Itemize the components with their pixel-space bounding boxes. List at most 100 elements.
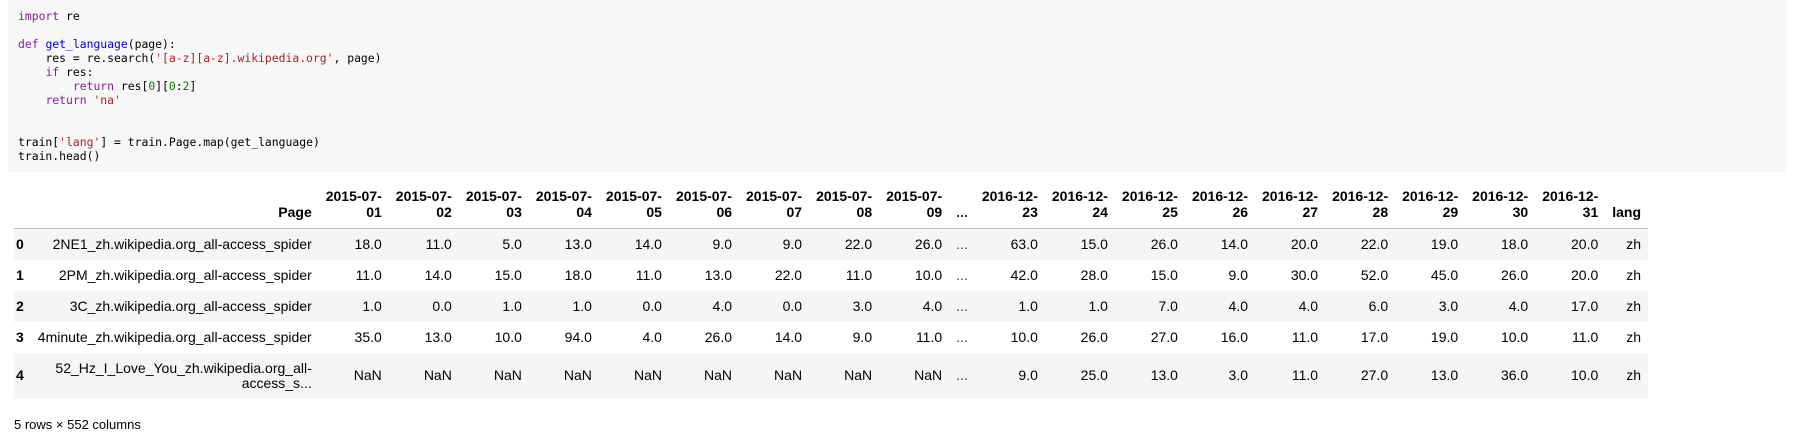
column-header-part: 2016-12- — [1262, 188, 1319, 204]
column-header-part: 06 — [716, 204, 733, 220]
column-header-date: 2015-07- 07 — [739, 188, 809, 229]
cell-lang: zh — [1626, 297, 1642, 314]
cell-value: 9.0 — [782, 235, 803, 252]
cell-value: 27.0 — [1360, 367, 1389, 383]
cell-value: 4.0 — [922, 297, 943, 314]
column-header-part: 03 — [506, 204, 522, 220]
cell-value: 11.0 — [1291, 367, 1319, 383]
column-header-part: 2015-07- — [886, 188, 943, 204]
cell-value: 42.0 — [1010, 266, 1038, 283]
column-header-page: Page — [278, 204, 312, 220]
column-header-lang: lang — [1612, 204, 1642, 220]
column-header-part: 25 — [1162, 204, 1178, 220]
cell-page: 3C_zh.wikipedia.org_all-access_spider — [31, 291, 319, 322]
column-header-part: 2015-07- — [395, 188, 452, 204]
cell-value: 22.0 — [1360, 235, 1389, 252]
column-header-part: 2016-12- — [1472, 188, 1529, 204]
cell-value: 18.0 — [354, 235, 382, 252]
cell-value: 1.0 — [1018, 297, 1038, 314]
cell-value: 14.0 — [774, 328, 803, 345]
cell-value: 20.0 — [1571, 235, 1599, 252]
column-header-part: 08 — [856, 204, 873, 220]
cell-value: NaN — [423, 367, 452, 383]
column-header-date: 2016-12- 27 — [1255, 188, 1325, 229]
cell-value: 94.0 — [564, 328, 592, 345]
cell-value: 18.0 — [564, 266, 592, 283]
column-header-part: 02 — [436, 204, 452, 220]
code-editor[interactable]: import re def get_language(page): res = … — [18, 9, 382, 163]
cell-value: 63.0 — [1010, 235, 1038, 252]
column-header-date: 2016-12- 23 — [975, 188, 1045, 229]
table-row: 4 52_Hz_I_Love_You_zh.wikipedia.org_all-a… — [14, 352, 1649, 399]
cell-value: 1.0 — [502, 297, 522, 314]
column-header-part: 05 — [646, 204, 662, 220]
cell-value: 13.0 — [424, 328, 452, 345]
row-index: 3 — [16, 328, 24, 345]
header-row: Page 2015-07- 01 2015-07- 02 2015-07- 03 2015-0… — [14, 188, 1649, 229]
cell-value: 26.0 — [914, 235, 943, 252]
cell-value: 52.0 — [1360, 266, 1389, 283]
cell-value: 35.0 — [354, 328, 382, 345]
index-header — [14, 188, 31, 229]
cell-value: 13.0 — [564, 235, 592, 252]
column-header-part: 2016-12- — [981, 188, 1038, 204]
code-line: train['lang'] = train.Page.map(get_langu… — [18, 135, 320, 149]
cell-value: 4.0 — [1508, 297, 1529, 314]
cell-value: 22.0 — [844, 235, 873, 252]
cell-value: 9.0 — [852, 328, 873, 345]
cell-value: 20.0 — [1571, 266, 1599, 283]
cell-value: 11.0 — [915, 328, 943, 345]
cell-value: 3.0 — [852, 297, 873, 314]
table-row: 2 3C_zh.wikipedia.org_all-access_spider 1.… — [14, 290, 1649, 322]
column-header-part: 09 — [926, 204, 943, 220]
table-row: 3 4minute_zh.wikipedia.org_all-access_spi… — [14, 322, 1648, 353]
cell-page: 4minute_zh.wikipedia.org_all-access_spid… — [31, 322, 319, 353]
cell-value: 13.0 — [1430, 367, 1459, 383]
cell-value: 26.0 — [1150, 235, 1178, 252]
cell-value: 20.0 — [1290, 235, 1319, 252]
code-cell[interactable]: import re def get_language(page): res = … — [8, 0, 1786, 172]
cell-value: 10.0 — [1500, 328, 1529, 345]
cell-lang: zh — [1626, 235, 1642, 252]
column-header-date: 2015-07- 01 — [319, 188, 389, 229]
code-line: import re — [18, 9, 80, 23]
cell-value: 11.0 — [1291, 328, 1319, 345]
column-header-date: 2015-07- 04 — [529, 188, 599, 229]
cell-page-line: 52_Hz_I_Love_You_zh.wikipedia.org_all- — [55, 359, 312, 376]
cell-page: 2NE1_zh.wikipedia.org_all-access_spider — [31, 229, 319, 260]
cell-value: 11.0 — [1572, 328, 1599, 345]
cell-value: 10.0 — [494, 328, 522, 345]
cell-value: 5.0 — [502, 235, 522, 252]
cell-ellipsis: ... — [956, 266, 968, 283]
column-header-date: 2015-07- 08 — [809, 188, 879, 229]
cell-lang: zh — [1626, 328, 1642, 345]
column-ellipsis: ... — [956, 204, 968, 220]
column-header-date: 2015-07- 02 — [389, 188, 459, 229]
cell-value: NaN — [774, 367, 803, 383]
dataframe-shape: 5 rows × 552 columns — [14, 417, 141, 432]
cell-value: 1.0 — [1088, 297, 1108, 314]
cell-value: 4.0 — [1228, 297, 1249, 314]
cell-value: NaN — [493, 367, 522, 383]
table-row: 0 2NE1_zh.wikipedia.org_all-access_spider… — [14, 228, 1649, 260]
cell-value: 17.0 — [1571, 297, 1599, 314]
row-index: 2 — [16, 297, 24, 314]
column-header-part: 2016-12- — [1332, 188, 1389, 204]
column-header-date: 2015-07- 05 — [599, 188, 669, 229]
cell-value: 0.0 — [642, 297, 662, 314]
cell-value: 0.0 — [432, 297, 452, 314]
cell-value: 4.0 — [1298, 297, 1319, 314]
column-header-part: 2016-12- — [1542, 188, 1599, 204]
cell-value: 10.0 — [1010, 328, 1038, 345]
column-header-part: 27 — [1302, 204, 1319, 220]
cell-value: 17.0 — [1360, 328, 1389, 345]
cell-value: 26.0 — [1500, 266, 1529, 283]
table-row: 1 2PM_zh.wikipedia.org_all-access_spider 1… — [14, 260, 1648, 291]
row-index: 4 — [16, 367, 24, 383]
cell-value: 9.0 — [712, 235, 733, 252]
column-header-part: 31 — [1582, 204, 1599, 220]
cell-value: 4.0 — [642, 328, 662, 345]
cell-value: 10.0 — [914, 266, 943, 283]
column-header-date: 2016-12- 31 — [1535, 188, 1605, 229]
code-line: res = re.search('[a-z][a-z].wikipedia.or… — [45, 51, 382, 65]
